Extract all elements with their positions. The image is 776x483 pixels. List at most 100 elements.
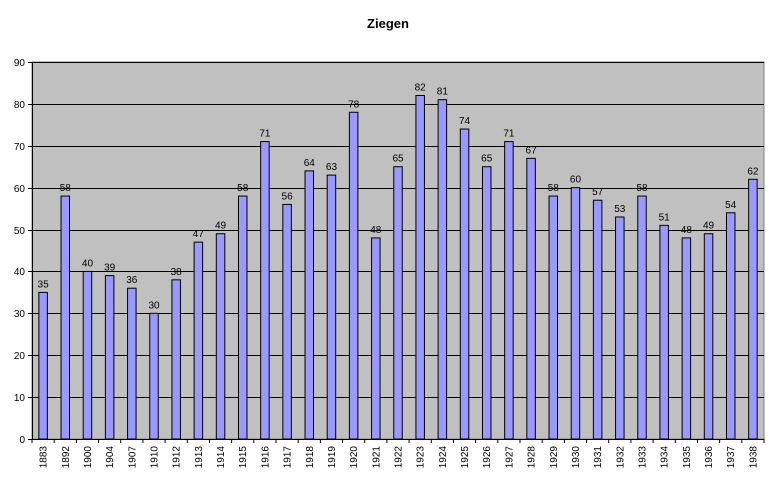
x-axis: 1883 1892 1900 1904 1907 1910 1912 1913 1914 1915… [31,439,765,469]
bar [592,199,603,440]
data-label: 65 [481,154,493,165]
data-label: 71 [259,129,271,140]
data-label: 40 [82,258,94,269]
data-labels: 35 58 40 39 36 30 38 47 49 58 71 56 64 63 78 48 65 82 81 74… [38,83,759,312]
data-label: 35 [38,279,50,290]
y-tick-label: 30 [14,309,26,320]
x-tick-label: 1934 [660,446,671,469]
bar [237,195,248,440]
x-tick-label: 1922 [394,446,405,469]
x-tick-label: 1900 [83,446,94,469]
x-tick-label: 1923 [416,446,427,469]
data-label: 71 [503,129,515,140]
y-tick-label: 40 [14,267,26,278]
bar [38,291,48,440]
y-tick-label: 50 [14,226,26,237]
x-tick-label: 1892 [61,446,72,469]
data-label: 56 [282,191,294,202]
x-tick-label: 1929 [549,446,560,469]
data-label: 58 [548,183,560,194]
data-label: 64 [304,158,316,169]
bar [437,99,448,440]
x-tick-label: 1920 [349,446,360,469]
data-label: 58 [60,183,72,194]
x-tick-label: 1931 [593,446,604,469]
data-label: 49 [215,221,227,232]
data-label: 36 [126,275,138,286]
bar [149,312,159,440]
bar [60,195,71,440]
x-tick-label: 1913 [194,446,205,469]
y-tick-label: 10 [14,393,26,404]
y-tick-label: 70 [14,142,26,153]
x-tick-label: 1915 [238,446,249,469]
bars [38,95,758,440]
data-label: 39 [104,263,116,274]
x-tick-label: 1914 [216,446,227,469]
x-tick-label: 1910 [150,446,161,469]
bar [548,195,559,440]
data-label: 54 [725,200,737,211]
x-tick-label: 1932 [615,446,626,469]
bar [570,187,581,440]
bar [326,174,337,440]
y-tick-label: 0 [19,435,25,446]
x-tick-label: 1936 [704,446,715,469]
data-label: 47 [193,229,205,240]
data-label: 81 [437,87,449,98]
data-label: 48 [681,225,693,236]
data-label: 67 [526,145,538,156]
bar [82,270,93,440]
data-label: 63 [326,162,338,173]
data-label: 74 [459,116,471,127]
bar [415,95,425,440]
data-label: 62 [747,166,759,177]
x-tick-label: 1935 [682,446,693,469]
data-label: 58 [237,183,249,194]
x-tick-label: 1937 [726,446,737,469]
y-axis: 0 10 20 30 40 50 60 70 80 90 [14,58,33,446]
bar [127,287,137,440]
x-tick-label: 1918 [305,446,316,469]
bar [481,166,492,440]
bar [304,170,315,440]
bar [725,212,736,440]
bar [393,166,403,440]
x-tick-label: 1904 [105,446,116,469]
x-tick-label: 1938 [748,446,759,469]
bar [348,111,359,440]
data-label: 82 [415,83,427,94]
bar [637,195,647,440]
data-label: 51 [659,212,671,223]
x-tick-label: 1925 [460,446,471,469]
y-tick-label: 60 [14,184,26,195]
chart-title: Ziegen [367,16,409,31]
x-tick-label: 1926 [482,446,493,469]
data-label: 78 [348,99,360,110]
x-tick-label: 1927 [504,446,515,469]
x-tick-label: 1912 [172,446,183,469]
bar [526,157,536,440]
data-label: 48 [370,225,382,236]
x-tick-label: 1916 [260,446,271,469]
bar [748,178,758,440]
x-tick-label: 1928 [527,446,538,469]
bar [703,233,714,440]
y-tick-label: 20 [14,351,26,362]
data-label: 58 [636,183,648,194]
x-tick-label: 1930 [571,446,582,469]
x-tick-label: 1907 [127,446,138,469]
data-label: 57 [592,187,604,198]
x-tick-label: 1921 [371,446,382,469]
bar [681,237,692,440]
x-tick-label: 1919 [327,446,338,469]
y-tick-label: 80 [14,100,26,111]
bar [282,203,292,440]
bar [104,275,115,440]
bar [260,141,270,440]
x-tick-label: 1924 [438,446,449,469]
bar [459,128,470,440]
x-tick-label: 1933 [638,446,649,469]
data-label: 30 [148,300,160,311]
